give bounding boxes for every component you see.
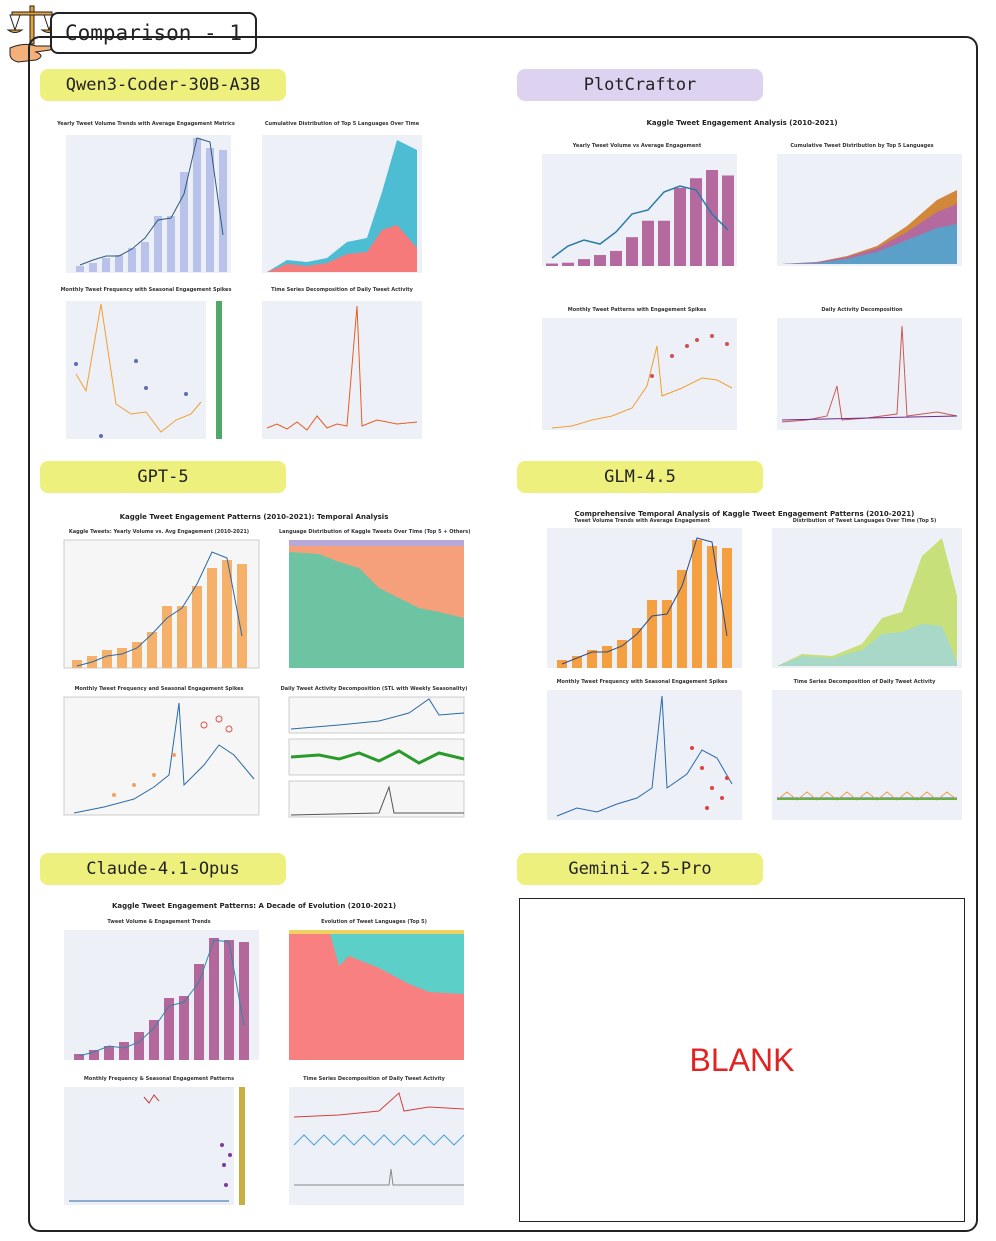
qwen-subplot-languages: Cumulative Distribution of Top 5 Languag… xyxy=(257,121,427,280)
bar-2019 xyxy=(690,178,702,266)
claude-subplot-monthly: Monthly Frequency & Seasonal Engagement … xyxy=(54,1076,264,1215)
subplot-title: Monthly Tweet Patterns with Engagement S… xyxy=(567,307,707,313)
bar-2017 xyxy=(658,220,670,266)
model-name: Gemini-2.5-Pro xyxy=(568,859,712,879)
bar-2014 xyxy=(610,250,622,266)
claude-subplot-decomposition: Time Series Decomposition of Daily Tweet… xyxy=(279,1076,469,1215)
qwen-figure: Yearly Tweet Volume Trends with Average … xyxy=(42,118,432,450)
subplot-title: Monthly Tweet Frequency and Seasonal Eng… xyxy=(74,686,244,692)
qwen-languages-chart xyxy=(262,135,422,273)
gpt5-decomposition-chart xyxy=(288,696,465,818)
subplot-title: Monthly Frequency & Seasonal Engagement … xyxy=(83,1076,235,1082)
subplot-title: Time Series Decomposition of Daily Tweet… xyxy=(271,287,413,293)
plotcraftor-subplot-languages: Cumulative Tweet Distribution by Top 5 L… xyxy=(757,143,967,282)
model-label-gemini: Gemini-2.5-Pro xyxy=(517,853,763,885)
model-label-plotcraftor: PlotCraftor xyxy=(517,69,763,101)
glm-monthly-chart xyxy=(547,690,742,820)
model-label-qwen: Qwen3-Coder-30B-A3B xyxy=(40,69,286,101)
glm-decomposition-chart xyxy=(772,690,962,820)
subplot-title: Tweet Volume & Engagement Trends xyxy=(107,919,211,925)
figure-title: Kaggle Tweet Engagement Patterns (2010-2… xyxy=(119,513,389,521)
claude-languages-chart xyxy=(289,930,464,1060)
scales-hand-icon xyxy=(6,5,58,63)
subplot-title: Evolution of Tweet Languages (Top 5) xyxy=(321,919,427,925)
page-title-text: Comparison - 1 xyxy=(64,21,242,45)
qwen-monthly-chart xyxy=(66,301,222,439)
subplot-title: Distribution of Tweet Languages Over Tim… xyxy=(792,518,937,524)
bar-2011 xyxy=(562,262,574,266)
subplot-title: Time Series Decomposition of Daily Tweet… xyxy=(303,1076,445,1082)
claude-monthly-chart xyxy=(64,1087,245,1205)
model-name: PlotCraftor xyxy=(583,75,697,95)
gpt5-subplot-languages: Language Distribution of Kaggle Tweets O… xyxy=(279,529,471,683)
plotcraftor-volume-chart xyxy=(542,154,737,266)
bar-2018 xyxy=(674,187,686,266)
claude-figure: Kaggle Tweet Engagement Patterns: A Deca… xyxy=(34,900,474,1225)
figure-title: Comprehensive Temporal Analysis of Kaggl… xyxy=(574,510,915,518)
qwen-subplot-volume: Yearly Tweet Volume Trends with Average … xyxy=(56,121,236,280)
claude-subplot-volume: Tweet Volume & Engagement Trends xyxy=(54,919,264,1068)
plotcraftor-subplot-monthly: Monthly Tweet Patterns with Engagement S… xyxy=(532,307,742,446)
bar-2010 xyxy=(546,263,558,266)
claude-subplot-languages: Evolution of Tweet Languages (Top 5) xyxy=(279,919,469,1068)
subplot-title: Kaggle Tweets: Yearly Volume vs. Avg Eng… xyxy=(68,529,250,535)
gemini-blank-panel: BLANK xyxy=(519,898,965,1222)
comparison-frame xyxy=(28,36,978,1232)
qwen-subplot-decomposition: Time Series Decomposition of Daily Tweet… xyxy=(257,287,427,446)
claude-decomposition-chart xyxy=(289,1087,465,1205)
glm-subplot-decomposition: Time Series Decomposition of Daily Tweet… xyxy=(762,679,967,833)
gpt5-subplot-volume: Kaggle Tweets: Yearly Volume vs. Avg Eng… xyxy=(54,529,264,683)
gpt5-volume-chart xyxy=(63,539,260,669)
subplot-title: Cumulative Tweet Distribution by Top 5 L… xyxy=(790,143,934,149)
gpt5-monthly-chart xyxy=(63,696,260,816)
subplot-title: Monthly Tweet Frequency with Seasonal En… xyxy=(556,679,728,685)
blank-label: BLANK xyxy=(689,1041,795,1078)
gpt5-subplot-monthly: Monthly Tweet Frequency and Seasonal Eng… xyxy=(54,686,264,825)
model-name: Claude-4.1-Opus xyxy=(86,859,240,879)
plotcraftor-monthly-chart xyxy=(542,318,737,430)
subplot-title: Yearly Tweet Volume Trends with Average … xyxy=(57,121,235,127)
model-label-claude: Claude-4.1-Opus xyxy=(40,853,286,885)
bar-2020 xyxy=(706,170,718,266)
subplot-title: Monthly Tweet Frequency with Seasonal En… xyxy=(60,287,232,293)
glm-subplot-languages: Distribution of Tweet Languages Over Tim… xyxy=(762,518,967,676)
plotcraftor-subplot-volume: Yearly Tweet Volume vs Average Engagemen… xyxy=(532,143,742,282)
page-title: Comparison - 1 xyxy=(50,12,257,54)
glm-volume-chart xyxy=(547,528,742,668)
model-label-gpt5: GPT-5 xyxy=(40,461,286,493)
plotcraftor-decomposition-chart xyxy=(777,318,962,430)
glm-figure: Comprehensive Temporal Analysis of Kaggl… xyxy=(517,508,972,843)
subplot-title: Daily Tweet Activity Decomposition (STL … xyxy=(280,686,468,692)
glm-subplot-volume: Tweet Volume Trends with Average Engagem… xyxy=(537,518,747,676)
bar-2021 xyxy=(722,175,734,266)
model-name: GLM-4.5 xyxy=(604,467,676,487)
subplot-title: Tweet Volume Trends with Average Engagem… xyxy=(574,518,710,524)
gpt5-figure: Kaggle Tweet Engagement Patterns (2010-2… xyxy=(34,510,474,840)
plotcraftor-languages-chart xyxy=(777,154,962,266)
subplot-title: Yearly Tweet Volume vs Average Engagemen… xyxy=(572,143,702,149)
model-name: Qwen3-Coder-30B-A3B xyxy=(65,75,261,95)
qwen-volume-chart xyxy=(66,135,231,273)
subplot-title: Daily Activity Decomposition xyxy=(821,307,903,313)
glm-languages-chart xyxy=(772,528,962,668)
figure-title: Kaggle Tweet Engagement Analysis (2010-2… xyxy=(646,119,838,127)
gpt5-languages-chart xyxy=(289,540,464,668)
bar-2012 xyxy=(578,259,590,266)
model-name: GPT-5 xyxy=(137,467,189,487)
subplot-title: Time Series Decomposition of Daily Tweet… xyxy=(793,679,936,685)
plotcraftor-subplot-decomposition: Daily Activity Decomposition xyxy=(757,307,967,446)
bar-2013 xyxy=(594,255,606,266)
figure-title: Kaggle Tweet Engagement Patterns: A Deca… xyxy=(111,902,397,910)
qwen-decomposition-chart xyxy=(262,301,422,439)
qwen-subplot-monthly: Monthly Tweet Frequency with Seasonal En… xyxy=(56,287,236,446)
bar-2016 xyxy=(642,220,654,266)
plotcraftor-figure: Kaggle Tweet Engagement Analysis (2010-2… xyxy=(512,116,972,456)
subplot-title: Cumulative Distribution of Top 5 Languag… xyxy=(264,121,420,127)
bar-2015 xyxy=(626,237,638,266)
claude-volume-chart xyxy=(64,930,259,1060)
glm-subplot-monthly: Monthly Tweet Frequency with Seasonal En… xyxy=(537,679,747,833)
model-label-glm: GLM-4.5 xyxy=(517,461,763,493)
gpt5-subplot-decomposition: Daily Tweet Activity Decomposition (STL … xyxy=(279,686,469,825)
subplot-title: Language Distribution of Kaggle Tweets O… xyxy=(279,529,471,535)
